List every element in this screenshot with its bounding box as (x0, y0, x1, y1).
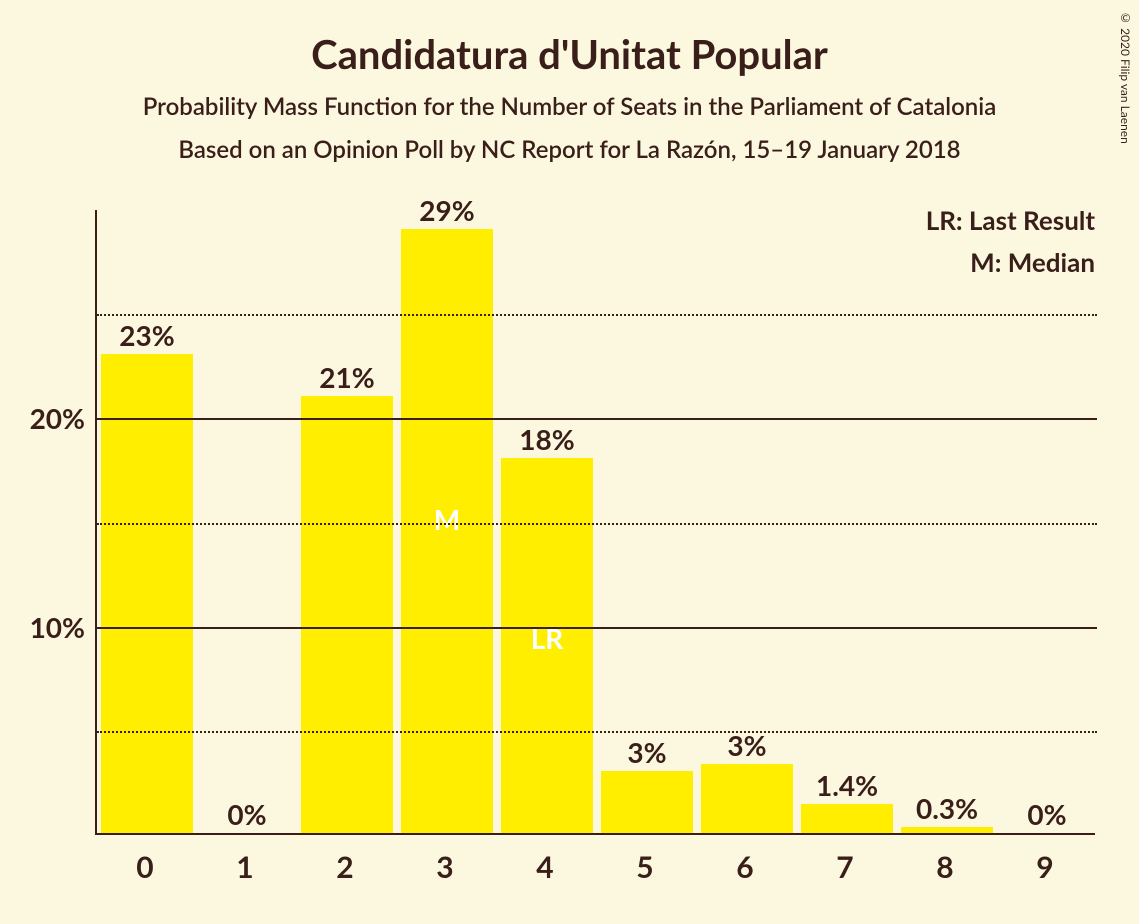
bar-6: 3% (701, 764, 793, 833)
bar-value-label: 3% (601, 735, 693, 769)
x-tick-label: 5 (636, 849, 653, 885)
chart-area: LR: Last Result M: Median 23%0%21%29%18%… (95, 210, 1095, 835)
copyright-text: © 2020 Filip van Laenen (1118, 10, 1133, 144)
x-tick-label: 4 (536, 849, 553, 885)
bar-2: 21% (301, 396, 393, 834)
bar-8: 0.3% (901, 827, 993, 833)
x-tick-label: 0 (136, 849, 153, 885)
x-tick-label: 2 (336, 849, 353, 885)
x-tick-label: 9 (1036, 849, 1053, 885)
x-tick-label: 3 (436, 849, 453, 885)
plot-area: 23%0%21%29%18%3%3%1.4%0.3%0%MLR (95, 210, 1095, 835)
gridline (97, 314, 1097, 316)
gridline (97, 627, 1097, 629)
gridline (97, 731, 1097, 733)
bar-value-label: 23% (101, 318, 193, 352)
bar-annotation-m: M (401, 502, 493, 536)
bar-0: 23% (101, 354, 193, 833)
gridline (97, 418, 1097, 420)
chart-subtitle-1: Probability Mass Function for the Number… (0, 92, 1139, 121)
chart-title: Candidatura d'Unitat Popular (0, 0, 1139, 78)
bar-7: 1.4% (801, 804, 893, 833)
bar-value-label: 29% (401, 193, 493, 227)
bar-value-label: 18% (501, 422, 593, 456)
chart-subtitle-2: Based on an Opinion Poll by NC Report fo… (0, 135, 1139, 164)
bar-value-label: 1.4% (801, 768, 893, 802)
x-tick-label: 6 (736, 849, 753, 885)
gridline (97, 523, 1097, 525)
x-tick-label: 7 (836, 849, 853, 885)
bar-value-label: 0% (1001, 797, 1093, 831)
bar-value-label: 21% (301, 360, 393, 394)
bar-value-label: 3% (701, 728, 793, 762)
x-tick-label: 1 (236, 849, 253, 885)
bar-value-label: 0.3% (901, 791, 993, 825)
bar-value-label: 0% (201, 797, 293, 831)
bar-5: 3% (601, 771, 693, 834)
y-tick-label: 20% (30, 401, 85, 435)
y-tick-label: 10% (30, 610, 85, 644)
bars-container: 23%0%21%29%18%3%3%1.4%0.3%0%MLR (97, 208, 1097, 833)
x-tick-label: 8 (936, 849, 953, 885)
